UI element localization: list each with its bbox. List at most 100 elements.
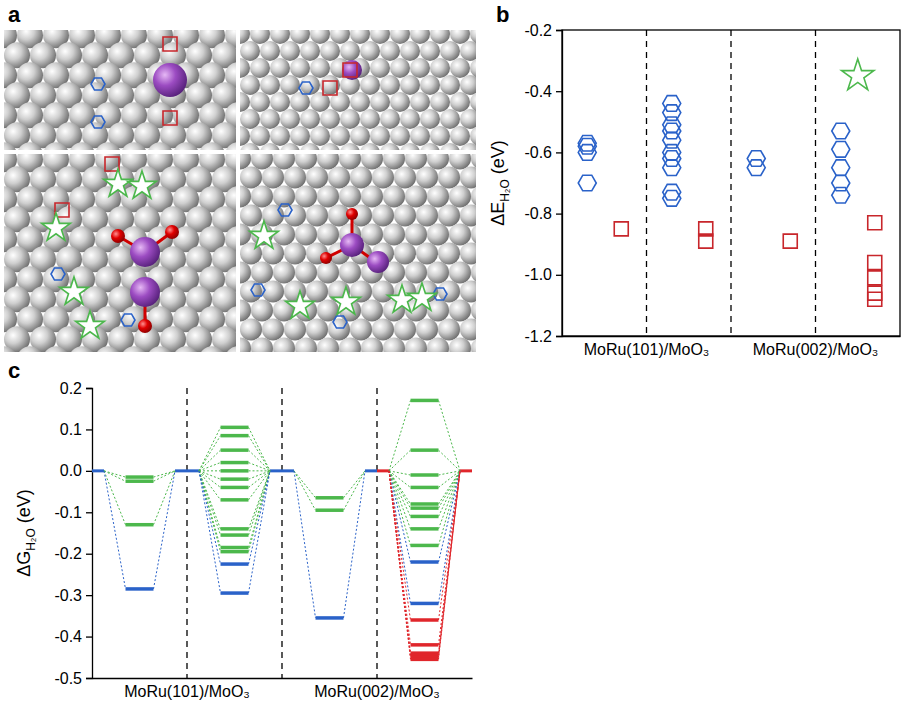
y-axis-line: [86, 389, 93, 679]
tick-mark: [86, 512, 92, 513]
atom: [342, 60, 362, 80]
energy-level: [126, 479, 154, 483]
atom: [370, 58, 390, 78]
x-axis: MoRu(101)/MoO₃MoRu(002)/MoO₃: [563, 337, 901, 359]
atom: [420, 109, 440, 129]
atom: [121, 142, 147, 150]
data-point: [663, 191, 681, 207]
connector: [249, 471, 271, 548]
data-point: [832, 160, 850, 176]
atom: [240, 185, 251, 207]
adsorption-site: [76, 311, 105, 338]
atom: [4, 142, 17, 150]
energy-level: [411, 399, 439, 403]
atom: [310, 58, 330, 78]
atom: [440, 41, 460, 61]
atom: [410, 92, 430, 112]
atom: [460, 166, 476, 188]
energy-level: [411, 653, 439, 657]
atom: [17, 346, 43, 352]
tick-mark: [86, 595, 92, 596]
reference-level: [187, 469, 199, 472]
connector: [389, 450, 411, 471]
atom: [438, 242, 460, 264]
adsorption-site: [278, 204, 292, 216]
y-tick: -1.2: [524, 328, 562, 345]
atom: [350, 126, 370, 146]
atom: [17, 142, 43, 150]
tick-mark: [556, 30, 562, 31]
atom: [440, 109, 460, 129]
atom: [450, 126, 470, 146]
connector: [199, 470, 221, 471]
atom: [400, 41, 420, 61]
x-axis: MoRu(101)/MoO₃MoRu(002)/MoO₃: [93, 679, 473, 701]
atom: [260, 109, 280, 129]
energy-level: [221, 591, 249, 595]
y-tick: -0.4: [54, 628, 92, 645]
adsorption-site: [163, 111, 177, 125]
atom: [410, 126, 430, 146]
atom: [340, 109, 360, 129]
adsorption-site: [250, 221, 279, 248]
atom: [165, 225, 179, 239]
energy-level: [411, 643, 439, 647]
atom: [199, 142, 225, 150]
data-point: [832, 187, 850, 203]
atom: [240, 75, 260, 95]
energy-level: [221, 550, 249, 554]
adsorption-site: [388, 285, 417, 312]
connector: [294, 471, 316, 498]
atom: [449, 261, 471, 283]
adsorption-site: [91, 116, 105, 128]
connector: [199, 427, 221, 471]
energy-level: [221, 469, 249, 473]
atom: [111, 229, 125, 243]
y-title-main: ΔE: [488, 202, 508, 226]
atom: [394, 242, 416, 264]
y-axis-line: [556, 31, 563, 337]
connector: [199, 471, 221, 535]
atom: [390, 58, 410, 78]
atom: [290, 58, 310, 78]
atom: [121, 346, 147, 352]
group-separator: [186, 388, 187, 678]
connector: [439, 471, 461, 604]
energy-level: [411, 544, 439, 548]
tick-mark: [556, 91, 562, 92]
atom: [367, 251, 389, 273]
atom: [130, 237, 160, 267]
y-tick: 0.2: [60, 380, 92, 397]
tick-mark: [86, 471, 92, 472]
atom: [270, 58, 290, 78]
connector: [249, 471, 271, 552]
atom: [280, 143, 300, 150]
energy-level: [316, 508, 344, 512]
connector: [199, 471, 221, 500]
atom: [370, 92, 390, 112]
tick-label: -0.4: [54, 628, 82, 645]
adsorption-site: [105, 157, 119, 171]
atom: [460, 143, 476, 150]
data-point: [842, 59, 874, 90]
atom: [240, 41, 260, 61]
connector: [154, 471, 176, 477]
atom: [394, 204, 416, 226]
atom: [250, 126, 270, 146]
atom: [471, 223, 476, 245]
reference-level: [365, 469, 377, 472]
connector: [154, 471, 176, 525]
adsorption-site: [323, 81, 337, 95]
tick-label: -0.6: [524, 144, 552, 161]
atom: [300, 75, 320, 95]
atom: [470, 58, 476, 78]
connector: [199, 471, 221, 564]
atom: [251, 261, 273, 283]
energy-level: [411, 502, 439, 506]
atom: [240, 223, 251, 245]
y-tick: -0.2: [524, 22, 562, 39]
connector: [249, 471, 271, 535]
energy-level: [221, 461, 249, 465]
energy-level: [411, 658, 439, 662]
connector: [389, 471, 411, 645]
